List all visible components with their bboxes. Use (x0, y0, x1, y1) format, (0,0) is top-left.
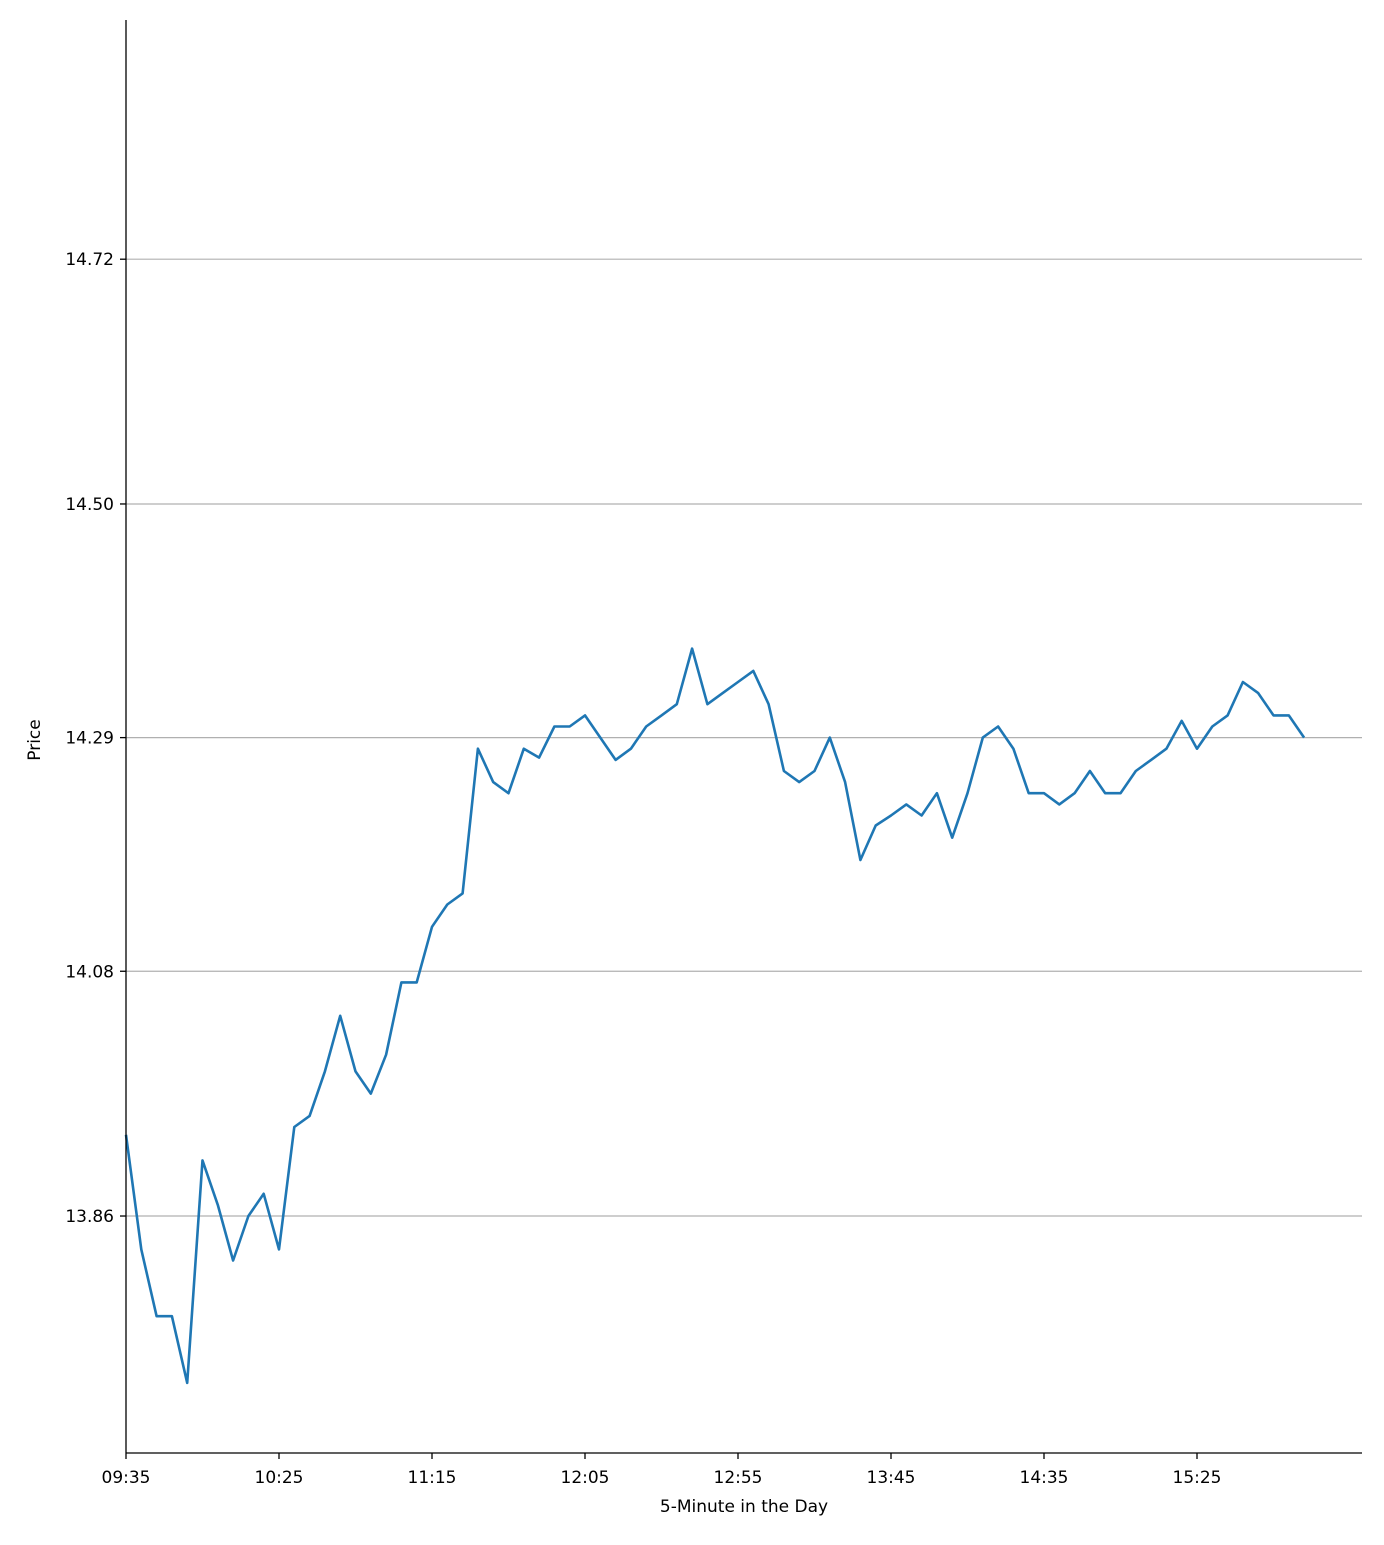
x-tick-label: 12:55 (714, 1468, 763, 1488)
x-tick-label: 12:05 (561, 1468, 610, 1488)
x-tick-label: 13:45 (867, 1468, 916, 1488)
y-tick-label: 14.72 (65, 250, 114, 270)
y-tick-label: 14.29 (65, 729, 114, 749)
x-tick-label: 11:15 (408, 1468, 457, 1488)
x-tick-label: 09:35 (102, 1468, 151, 1488)
y-tick-label: 14.08 (65, 962, 114, 982)
x-tick-label: 10:25 (255, 1468, 304, 1488)
y-tick-label: 13.86 (65, 1207, 114, 1227)
x-axis-label: 5-Minute in the Day (660, 1497, 828, 1517)
y-axis-label: Price (25, 719, 45, 760)
x-tick-label: 15:25 (1173, 1468, 1222, 1488)
x-tick-label: 14:35 (1020, 1468, 1069, 1488)
y-tick-label: 14.50 (65, 495, 114, 515)
price-line (124, 647, 1306, 1385)
